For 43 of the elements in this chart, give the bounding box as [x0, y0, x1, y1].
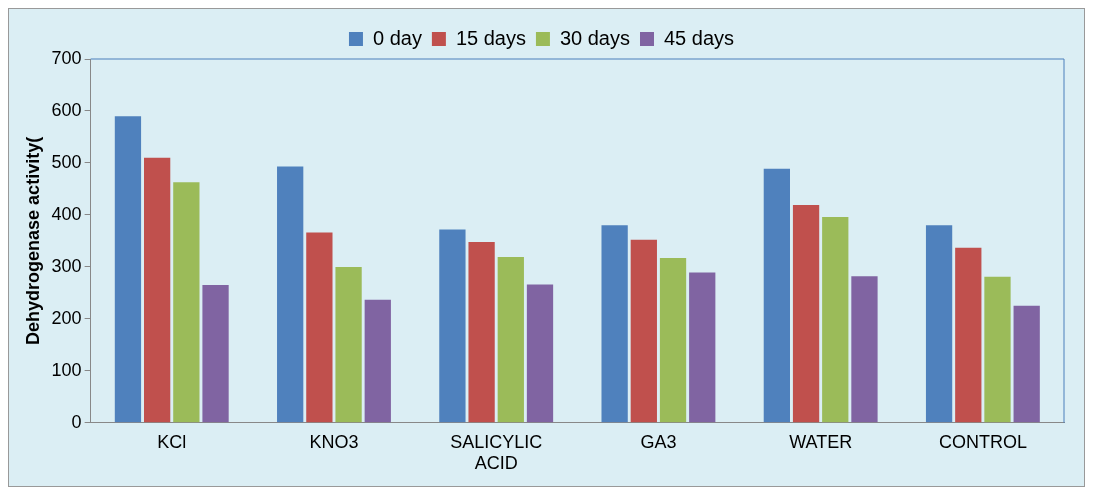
bar	[601, 225, 628, 423]
bar	[202, 285, 229, 423]
bar	[1013, 305, 1040, 423]
bar	[144, 157, 171, 423]
y-tick-label: 500	[51, 151, 82, 172]
bar	[468, 241, 495, 423]
y-tick-label: 0	[71, 411, 82, 432]
bar	[173, 182, 200, 423]
bar	[497, 257, 524, 423]
x-tick-label: CONTROL	[938, 431, 1027, 452]
bar	[763, 168, 790, 423]
x-tick-label: WATER	[789, 431, 853, 452]
y-tick-label: 200	[51, 307, 82, 328]
x-tick-label: KCl	[157, 431, 187, 452]
bar	[689, 272, 716, 423]
y-tick-label: 700	[51, 47, 82, 68]
y-tick-label: 400	[51, 203, 82, 224]
bar	[526, 284, 554, 423]
bar	[335, 266, 362, 423]
legend-label: 45 days	[663, 26, 735, 49]
x-tick-label: GA3	[640, 431, 677, 452]
y-tick-label: 100	[51, 359, 82, 380]
bar	[439, 229, 466, 423]
x-tick-label: SALICYLIC ACID	[450, 431, 543, 474]
bar	[984, 276, 1011, 423]
bar	[306, 232, 333, 423]
bar	[955, 247, 982, 423]
bar	[925, 225, 953, 423]
legend-label: 0 day	[372, 26, 422, 49]
x-tick-label: KNO3	[309, 431, 359, 452]
bar	[277, 166, 304, 423]
y-tick-label: 300	[51, 255, 82, 276]
y-axis-title: Dehydrogenase activity(	[22, 136, 43, 345]
bar	[630, 239, 657, 423]
bar	[364, 299, 391, 423]
legend-label: 30 days	[559, 26, 630, 49]
bar	[851, 276, 878, 423]
bar	[822, 216, 849, 423]
legend-label: 15 days	[455, 26, 526, 49]
y-tick-label: 600	[51, 99, 82, 120]
bar	[659, 258, 687, 423]
bar	[792, 205, 820, 423]
bar	[114, 116, 142, 423]
